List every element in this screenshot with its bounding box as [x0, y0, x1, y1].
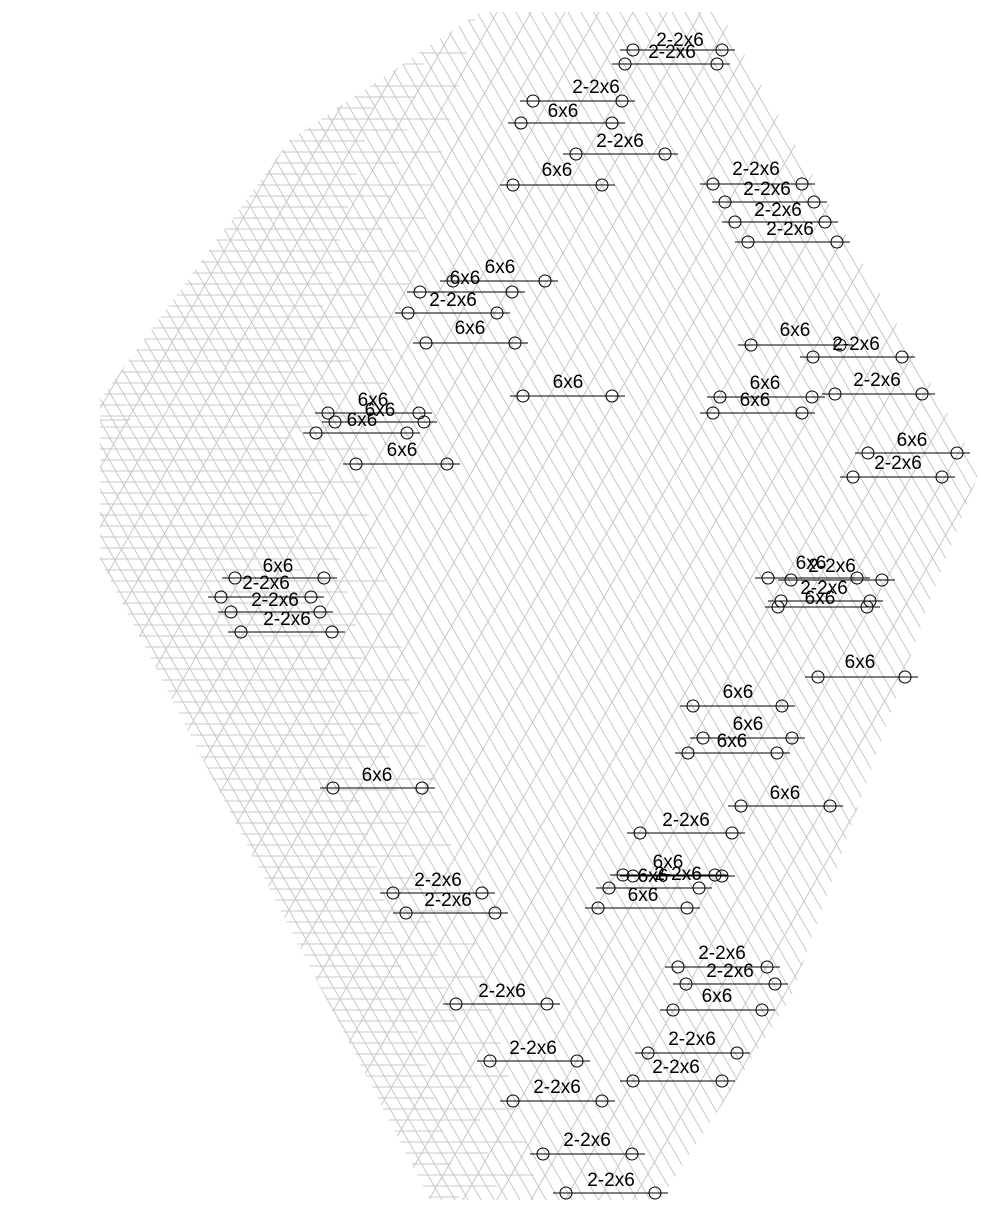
- grid-line: [0, 0, 120, 1205]
- beam-label: 2-2x6: [572, 77, 620, 98]
- beam-label: 2-2x6: [533, 1077, 581, 1098]
- beam-label: 2-2x6: [478, 981, 526, 1002]
- grid-line: [902, 0, 981, 1205]
- beam: 2-2x6: [612, 42, 730, 70]
- grid-line: [324, 0, 981, 1205]
- beam-label: 2-2x6: [662, 810, 710, 831]
- grid-line: [0, 0, 68, 1205]
- grid-line: [2, 0, 692, 1205]
- grid-line: [938, 0, 981, 1205]
- beam-label: 2-2x6: [596, 131, 644, 152]
- beam-label: 2-2x6: [263, 609, 311, 630]
- beam: 6x6: [805, 652, 918, 683]
- grid-line: [868, 0, 981, 1205]
- beam-label: 6x6: [387, 440, 418, 461]
- beam-label: 2-2x6: [652, 1057, 700, 1078]
- beam-label: 2-2x6: [424, 890, 472, 911]
- grid-line: [0, 0, 55, 1205]
- beam-label: 2-2x6: [563, 1130, 611, 1151]
- beam-label: 6x6: [702, 986, 733, 1007]
- grid-line: [821, 0, 981, 1205]
- beam-label: 2-2x6: [648, 42, 696, 63]
- grid-line: [0, 0, 94, 1205]
- beam-label: 6x6: [770, 783, 801, 804]
- framing-plan: 2-2x62-2x62-2x66x62-2x66x62-2x62-2x62-2x…: [0, 0, 981, 1205]
- beam-label: 2-2x6: [853, 370, 901, 391]
- grid-line: [262, 0, 952, 1205]
- beam: 6x6: [700, 390, 815, 419]
- grid-line: [444, 0, 981, 1205]
- beam-label: 2-2x6: [668, 1029, 716, 1050]
- grid-line: [899, 0, 981, 1205]
- beam-label: 6x6: [455, 318, 486, 339]
- beam-label: 6x6: [548, 101, 579, 122]
- grid-line: [460, 0, 981, 1205]
- beam: 2-2x6: [620, 1057, 735, 1087]
- grid-line: [769, 0, 981, 1205]
- grid-line: [0, 0, 42, 1205]
- grid-line: [977, 0, 981, 1205]
- grid-line: [0, 0, 107, 1205]
- grid-line: [860, 0, 981, 1205]
- grid-line: [873, 0, 981, 1205]
- beam-label: 2-2x6: [654, 864, 702, 885]
- grid-line: [18, 0, 708, 1205]
- beam: 6x6: [500, 160, 615, 191]
- beam-label: 6x6: [542, 160, 573, 181]
- grid-line: [275, 0, 965, 1205]
- beam-label: 2-2x6: [874, 453, 922, 474]
- beam-label: 2-2x6: [832, 334, 880, 355]
- grid-line: [288, 0, 978, 1205]
- beam: 2-2x6: [840, 453, 955, 483]
- grid-line: [951, 0, 981, 1205]
- grid-line: [0, 0, 81, 1205]
- grid-line: [0, 0, 674, 1205]
- beam-label: 2-2x6: [754, 200, 802, 221]
- grid-line: [0, 0, 3, 1205]
- grid-line: [970, 0, 981, 1205]
- beam-label: 6x6: [897, 430, 928, 451]
- beam-label: 2-2x6: [429, 290, 477, 311]
- beam-label: 6x6: [805, 588, 836, 609]
- beam: 6x6: [690, 714, 805, 744]
- beam-label: 2-2x6: [766, 219, 814, 240]
- beam-label: 2-2x6: [251, 590, 299, 611]
- beam-label: 6x6: [628, 885, 659, 906]
- grid-line: [314, 0, 981, 1205]
- beam-label: 6x6: [347, 410, 378, 431]
- beam-label: 6x6: [553, 372, 584, 393]
- beam-label: 2-2x6: [587, 1170, 635, 1191]
- grid-line: [964, 0, 981, 1205]
- grid-line: [691, 0, 981, 1205]
- beam: 6x6: [508, 101, 625, 129]
- beam-label: 6x6: [740, 390, 771, 411]
- beam: 6x6: [728, 783, 843, 812]
- beam-label: 2-2x6: [732, 159, 780, 180]
- beam: 2-2x6: [395, 290, 510, 319]
- grid-line: [290, 0, 980, 1205]
- beam: 2-2x6: [563, 131, 678, 160]
- beam-label: 6x6: [717, 731, 748, 752]
- grid-line: [936, 0, 981, 1205]
- beam-label: 2-2x6: [743, 179, 791, 200]
- beam-label: 6x6: [780, 320, 811, 341]
- grid-line: [249, 0, 939, 1205]
- grid-line: [340, 0, 981, 1205]
- beam-label: 2-2x6: [706, 961, 754, 982]
- beam-label: 2-2x6: [509, 1038, 557, 1059]
- grid-line: [0, 0, 29, 1205]
- beam-label: 6x6: [450, 268, 481, 289]
- beam-label: 2-2x6: [808, 556, 856, 577]
- beam-label: 6x6: [723, 682, 754, 703]
- grid-line: [0, 0, 133, 1205]
- beam-label: 6x6: [362, 765, 393, 786]
- grid-line: [886, 0, 981, 1205]
- grid-line: [925, 0, 981, 1205]
- beam: 6x6: [322, 400, 437, 428]
- beam-label: 2-2x6: [414, 870, 462, 891]
- grid-line: [0, 0, 16, 1205]
- beam-label: 6x6: [845, 652, 876, 673]
- grid-line: [912, 0, 981, 1205]
- beam-label: 6x6: [485, 257, 516, 278]
